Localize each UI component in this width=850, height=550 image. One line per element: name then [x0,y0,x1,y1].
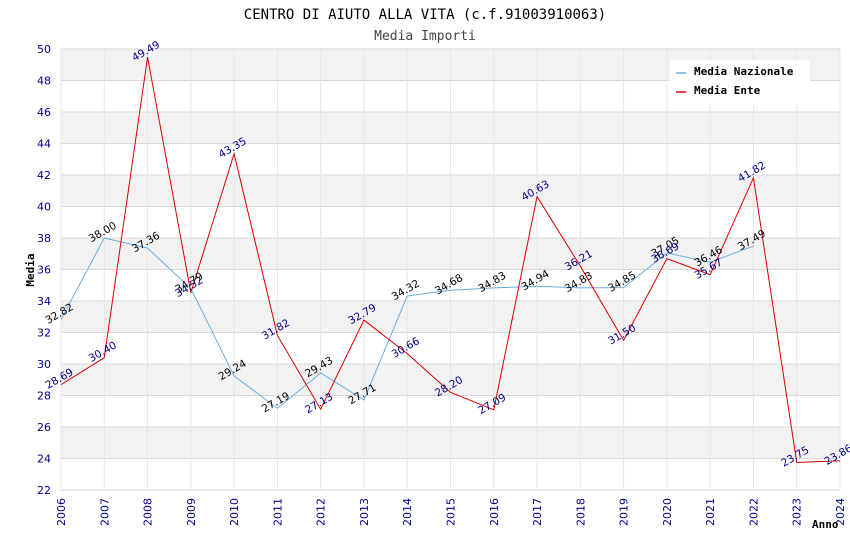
y-tick-label: 42 [37,169,51,182]
x-tick-label: 2021 [704,498,717,526]
x-tick-label: 2007 [98,498,111,526]
x-tick-label: 2022 [747,498,760,526]
x-tick-label: 2006 [55,498,68,526]
x-tick-label: 2013 [358,498,371,526]
y-tick-label: 50 [37,43,51,56]
grid-lines [60,48,841,491]
x-tick-label: 2010 [228,498,241,526]
legend: Media Nazionale Media Ente [670,60,810,104]
y-tick-label: 34 [37,295,51,308]
x-tick-label: 2011 [271,498,284,526]
x-tick-label: 2015 [445,498,458,526]
y-axis-ticks: 22 24 26 28 30 32 34 36 38 40 42 44 46 48 50 [37,43,51,497]
x-tick-label: 2017 [531,498,544,526]
x-tick-label: 2012 [315,498,328,526]
y-tick-label: 28 [37,390,51,403]
series-line-media-nazionale [60,237,754,409]
legend-label-media-nazionale: Media Nazionale [694,65,794,78]
x-tick-label: 2016 [488,498,501,526]
y-tick-label: 44 [37,138,51,151]
y-axis-label: Media [24,253,37,286]
legend-label-media-ente: Media Ente [694,84,761,97]
x-tick-label: 2018 [574,498,587,526]
y-tick-label: 48 [37,75,51,88]
x-axis-ticks: 2006 2007 2008 2009 2010 2011 2012 2013 2014 2015… [55,498,847,526]
y-tick-label: 46 [37,106,51,119]
y-tick-label: 38 [37,232,51,245]
x-tick-label: 2009 [185,498,198,526]
y-tick-label: 24 [37,453,51,466]
y-tick-label: 30 [37,358,51,371]
chart-title: CENTRO DI AIUTO ALLA VITA (c.f.910039100… [244,7,606,23]
series-lines [60,56,841,463]
x-tick-label: 2014 [401,498,414,526]
y-tick-label: 32 [37,327,51,340]
x-tick-label: 2020 [661,498,674,526]
series-line-media-ente [60,56,841,463]
y-tick-label: 40 [37,201,51,214]
x-tick-label: 2019 [618,498,631,526]
legend-box [670,60,810,104]
x-tick-label: 2023 [791,498,804,526]
y-tick-label: 26 [37,421,51,434]
x-tick-label: 2008 [142,498,155,526]
x-tick-label: 2024 [834,498,847,526]
y-tick-label: 36 [37,264,51,277]
chart-subtitle: Media Importi [374,29,476,44]
y-tick-label: 22 [37,484,51,497]
x-axis-label: Anno [812,518,839,531]
